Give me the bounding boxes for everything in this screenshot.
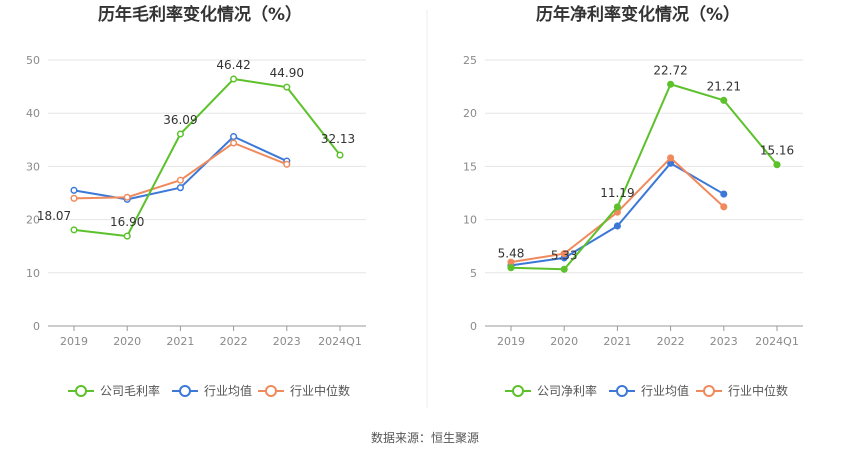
y-tick-label: 20 (463, 107, 477, 120)
x-tick-label: 2021 (603, 335, 631, 348)
data-point (720, 190, 728, 198)
x-tick-label: 2024Q1 (318, 335, 362, 348)
y-tick-label: 10 (463, 214, 477, 227)
data-label: 22.72 (653, 63, 687, 77)
chart-2: 历年净利率变化情况（%） 0 5 10 15 20 25 2019 2020 2021 2022 20… (463, 4, 803, 398)
legend-item-1: 公司毛利率 (68, 383, 160, 398)
data-point (123, 193, 131, 201)
y-tick-label: 15 (463, 160, 477, 173)
data-point (613, 203, 621, 211)
legend-item-2: 行业均值 (172, 383, 252, 398)
data-label: 18.07 (37, 209, 71, 223)
legend-item-3: 行业中位数 (258, 383, 350, 398)
x-tick-label: 2022 (220, 335, 248, 348)
data-point (70, 194, 78, 202)
series-line-1 (73, 78, 341, 238)
chart-1: 历年毛利率变化情况（%） 0 10 20 30 40 50 2019 2020 2021 2022 2… (26, 4, 366, 398)
x-tick-label: 2020 (113, 335, 141, 348)
data-label: 5.48 (498, 247, 525, 261)
data-point (70, 186, 78, 194)
legend-swatch-marker (179, 385, 191, 397)
data-point (230, 139, 238, 147)
legend-label: 公司毛利率 (100, 383, 160, 398)
y-tick-label: 25 (463, 54, 477, 67)
legend-swatch-marker (265, 385, 277, 397)
data-point (773, 161, 781, 169)
data-point (720, 96, 728, 104)
y-tick-label: 0 (33, 320, 40, 333)
y-tick-label: 50 (26, 54, 40, 67)
data-point (176, 184, 184, 192)
x-tick-label: 2024Q1 (755, 335, 799, 348)
data-point (560, 250, 568, 258)
data-point (230, 75, 238, 83)
x-tick-label: 2023 (273, 335, 301, 348)
data-point (123, 232, 131, 240)
data-point (176, 130, 184, 138)
data-label: 16.90 (110, 215, 144, 229)
data-point (336, 151, 344, 159)
legend-item-2: 行业均值 (609, 383, 689, 398)
data-label: 46.42 (216, 58, 250, 72)
legend-label: 行业中位数 (728, 383, 788, 398)
legend-swatch-marker (703, 385, 715, 397)
legend-item-1: 公司净利率 (505, 383, 597, 398)
y-tick-label: 40 (26, 107, 40, 120)
legend-label: 公司净利率 (537, 383, 597, 398)
data-label: 32.13 (321, 132, 355, 146)
legend-item-3: 行业中位数 (696, 383, 788, 398)
legend-swatch-marker (75, 385, 87, 397)
legend-label: 行业中位数 (290, 383, 350, 398)
data-label: 5.33 (551, 248, 578, 262)
y-tick-label: 30 (26, 160, 40, 173)
data-label: 11.19 (600, 186, 634, 200)
legend-swatch-marker (616, 385, 628, 397)
data-point (507, 264, 515, 272)
y-tick-label: 20 (26, 214, 40, 227)
chart-title: 历年净利率变化情况（%） (536, 4, 740, 25)
data-label: 21.21 (707, 79, 741, 93)
chart-title: 历年毛利率变化情况（%） (98, 4, 302, 25)
x-tick-label: 2019 (60, 335, 88, 348)
source-note: 数据来源：恒生聚源 (371, 430, 479, 445)
legend-label: 行业均值 (641, 383, 689, 398)
data-label: 15.16 (760, 144, 794, 158)
x-tick-label: 2020 (550, 335, 578, 348)
legend-swatch-marker (512, 385, 524, 397)
data-point (283, 160, 291, 168)
data-point (70, 226, 78, 234)
x-tick-label: 2022 (657, 335, 685, 348)
data-point (667, 154, 675, 162)
legend-label: 行业均值 (204, 383, 252, 398)
y-tick-label: 5 (470, 267, 477, 280)
x-tick-label: 2023 (710, 335, 738, 348)
x-tick-label: 2019 (497, 335, 525, 348)
series-line-1 (510, 83, 778, 271)
data-point (720, 203, 728, 211)
data-label: 44.90 (270, 66, 304, 80)
x-tick-label: 2021 (166, 335, 194, 348)
y-tick-label: 10 (26, 267, 40, 280)
y-tick-label: 0 (470, 320, 477, 333)
data-point (283, 83, 291, 91)
data-point (613, 222, 621, 230)
data-point (176, 176, 184, 184)
data-label: 36.09 (163, 113, 197, 127)
data-point (560, 265, 568, 273)
data-point (230, 133, 238, 141)
data-point (667, 80, 675, 88)
